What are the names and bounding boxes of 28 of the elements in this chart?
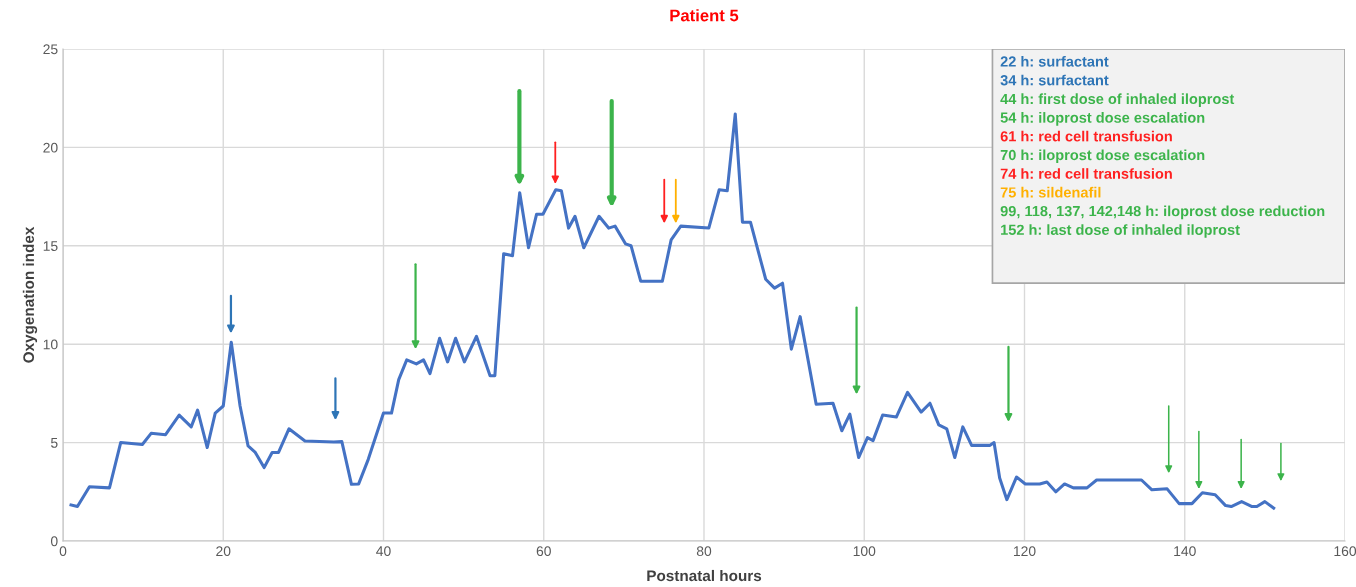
y-tick-label: 25 (43, 44, 58, 55)
y-axis-title: Oxygenation index (22, 226, 38, 363)
x-tick-label: 40 (376, 546, 391, 557)
annotation: 99, 118, 137, 142,148 h: iloprost dose reduction (1000, 205, 1325, 220)
x-tick-label: 140 (1174, 546, 1196, 557)
y-tick-label: 10 (43, 339, 58, 350)
x-tick-label: 160 (1334, 546, 1356, 557)
annotation: 61 h: red cell transfusion (1000, 130, 1172, 142)
chart-title: Patient 5 (670, 9, 739, 22)
x-tick-label: 100 (853, 546, 876, 557)
x-axis-title: Postnatal hours (647, 569, 762, 582)
annotation: 74 h: red cell transfusion (1000, 168, 1172, 179)
annotation: 22 h: surfactant (1000, 55, 1109, 67)
x-tick-label: 0 (59, 546, 67, 557)
y-tick-label: 20 (43, 142, 58, 153)
annotation: 54 h: iloprost dose escalation (1000, 112, 1205, 126)
y-tick-label: 0 (50, 536, 58, 547)
x-tick-label: 80 (696, 546, 712, 557)
annotation: 34 h: surfactant (1000, 74, 1109, 86)
annotation: 70 h: iloprost dose escalation (1000, 149, 1205, 164)
annotation: 44 h: first dose of inhaled iloprost (1000, 93, 1235, 107)
annotation: 152 h: last dose of inhaled iloprost (1001, 224, 1240, 238)
x-tick-label: 120 (1013, 546, 1036, 557)
y-tick-label: 15 (43, 241, 58, 251)
y-tick-label: 5 (50, 438, 58, 448)
annotation: 75 h: sildenafil (1000, 186, 1101, 198)
x-tick-label: 60 (536, 546, 551, 557)
x-tick-label: 20 (216, 546, 231, 557)
